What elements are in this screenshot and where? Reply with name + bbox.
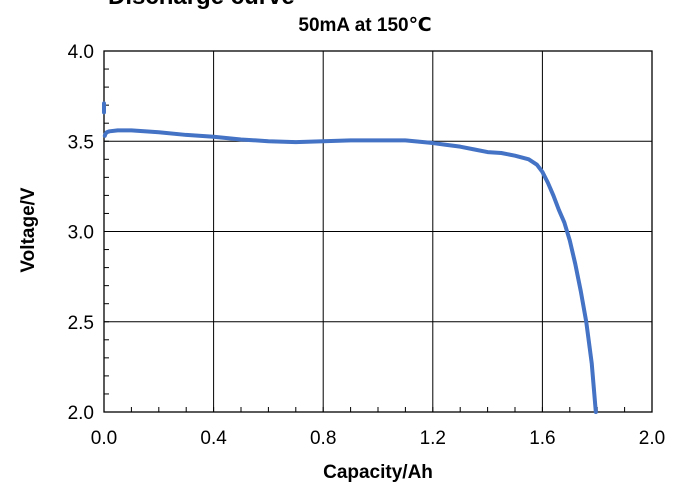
x-tick-label: 0.4: [200, 428, 227, 449]
y-axis-label: Voltage/V: [18, 187, 39, 272]
y-tick-label: 2.5: [68, 313, 94, 334]
y-tick-label: 3.0: [68, 223, 94, 244]
y-tick-label: 4.0: [68, 42, 94, 63]
x-tick-label: 2.0: [639, 428, 665, 449]
x-axis-label: Capacity/Ah: [323, 462, 433, 483]
y-tick-label: 2.0: [68, 403, 94, 424]
chart-subtitle: 50mA at 150℃: [298, 15, 431, 36]
x-tick-label: 1.2: [420, 428, 446, 449]
x-tick-label: 0.8: [310, 428, 336, 449]
y-tick-label: 3.5: [68, 132, 94, 153]
chart-title: Discharge curve: [108, 0, 295, 10]
x-tick-label: 0.0: [91, 428, 117, 449]
x-tick-label: 1.6: [529, 428, 555, 449]
